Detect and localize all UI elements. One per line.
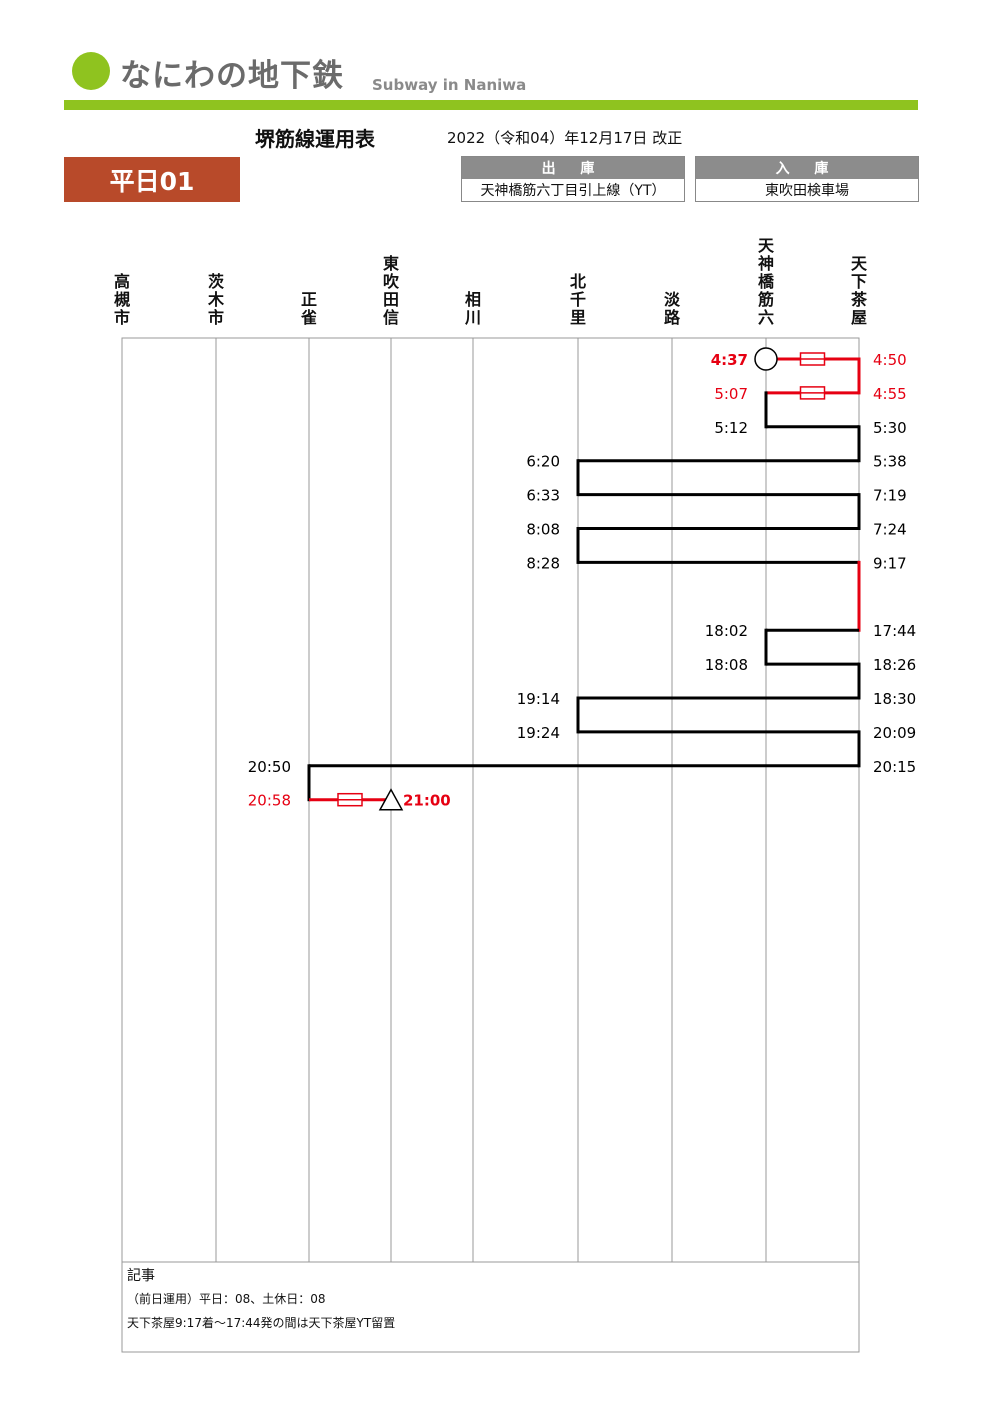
time-label: 5:38 — [873, 453, 907, 471]
header-divider — [64, 100, 918, 110]
time-label: 6:33 — [526, 487, 560, 505]
run-id-badge: 平日01 — [64, 157, 240, 202]
station-label: 淡路 — [663, 290, 680, 327]
time-label: 19:14 — [517, 690, 560, 708]
time-label: 5:07 — [714, 385, 748, 403]
time-label: 17:44 — [873, 622, 916, 640]
time-label: 18:30 — [873, 690, 916, 708]
document-title: 堺筋線運用表 — [255, 127, 375, 151]
time-label: 4:50 — [873, 351, 907, 369]
time-label: 4:55 — [873, 385, 907, 403]
brand-name: なにわの地下鉄 — [120, 58, 344, 94]
time-label: 18:08 — [705, 656, 748, 674]
brand-subtitle: Subway in Naniwa — [372, 76, 527, 94]
notes-label: 記事 — [127, 1268, 155, 1284]
station-label: 茨木市 — [207, 272, 224, 327]
grid-frame — [121, 337, 860, 1353]
station-label: 正雀 — [300, 290, 317, 327]
time-label: 8:28 — [526, 554, 560, 572]
time-label: 5:12 — [714, 419, 748, 437]
time-label: 4:37 — [711, 351, 748, 369]
time-label: 18:02 — [705, 622, 748, 640]
station-label: 東吹田信 — [382, 254, 399, 327]
time-label: 7:24 — [873, 521, 907, 539]
brand-logo-icon — [72, 52, 110, 90]
depart-box: 出 庫 天神橋筋六丁目引上線（YT） — [461, 156, 685, 202]
time-label: 20:15 — [873, 758, 916, 776]
station-label: 天神橋筋六 — [757, 236, 774, 327]
arrive-label: 入 庫 — [696, 157, 918, 179]
time-label: 19:24 — [517, 724, 560, 742]
time-label: 5:30 — [873, 419, 907, 437]
time-label: 20:50 — [248, 758, 291, 776]
arrive-box: 入 庫 東吹田検車場 — [695, 156, 919, 202]
depot-out-marker — [754, 347, 778, 371]
time-label: 6:20 — [526, 453, 560, 471]
note-line: （前日運用）平日：08、土休日：08 — [127, 1292, 326, 1306]
time-label: 8:08 — [526, 521, 560, 539]
note-line: 天下茶屋9:17着〜17:44発の間は天下茶屋YT留置 — [127, 1316, 396, 1330]
depart-value: 天神橋筋六丁目引上線（YT） — [462, 179, 684, 201]
time-label: 21:00 — [403, 792, 451, 810]
station-label: 天下茶屋 — [850, 254, 867, 327]
time-label: 18:26 — [873, 656, 916, 674]
time-label: 9:17 — [873, 554, 907, 572]
station-label: 相川 — [464, 290, 481, 327]
time-label: 20:09 — [873, 724, 916, 742]
station-label: 北千里 — [569, 272, 586, 327]
station-label: 高槻市 — [113, 272, 130, 327]
time-label: 20:58 — [248, 792, 291, 810]
time-label: 7:19 — [873, 487, 907, 505]
depot-in-marker — [378, 788, 404, 811]
arrive-value: 東吹田検車場 — [696, 179, 918, 201]
depart-label: 出 庫 — [462, 157, 684, 179]
revision-date: 2022（令和04）年12月17日 改正 — [447, 129, 683, 147]
